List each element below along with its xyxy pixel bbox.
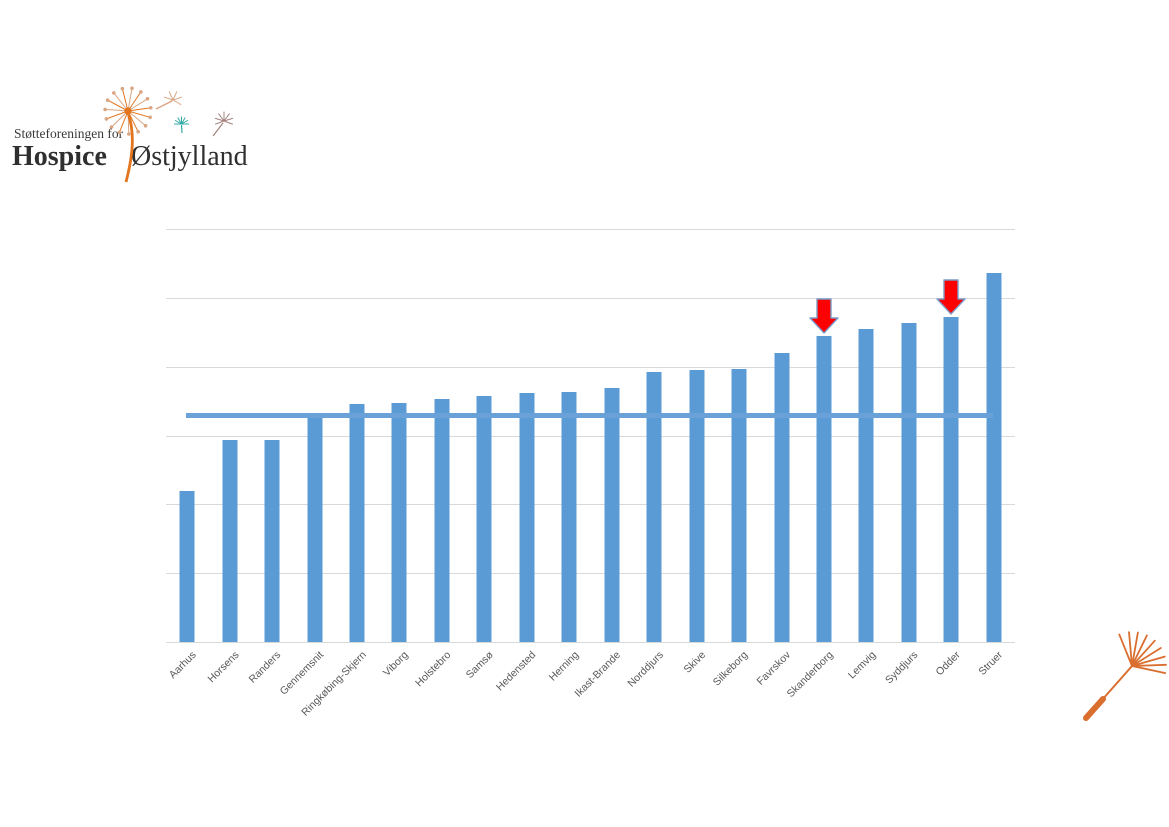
logo-name-ostjylland: Østjylland xyxy=(131,141,248,172)
bar-chart: Aarhus Horsens Randers Gennemsnit Ringkøbing… xyxy=(166,229,1015,719)
bar xyxy=(604,388,620,642)
logo-tagline: Støtteforeningen for xyxy=(14,126,124,141)
category-slot: Skanderborg xyxy=(785,229,845,700)
category-label: Skive xyxy=(681,649,709,676)
category-label: Hedensted xyxy=(493,649,539,694)
category-label: Herning xyxy=(546,649,581,684)
gridline xyxy=(166,504,1015,506)
category-label: Syddjurs xyxy=(883,649,921,687)
category-label: Struer xyxy=(976,649,1006,678)
bar xyxy=(222,439,238,642)
bar xyxy=(689,369,705,642)
category-slot: Skive xyxy=(675,229,717,676)
category-slot: Randers xyxy=(247,229,293,686)
category-slot: Ikast-Brande xyxy=(573,229,633,700)
category-slot: Aarhus xyxy=(166,229,208,681)
category-label: Odder xyxy=(933,649,963,679)
plot-area: Aarhus Horsens Randers Gennemsnit Ringkøbing… xyxy=(166,229,1015,719)
gridline xyxy=(166,366,1015,368)
category-slot: Norddjurs xyxy=(625,229,675,690)
gridline xyxy=(166,435,1015,437)
category-slot: Holstebro xyxy=(413,229,463,689)
category-label: Norddjurs xyxy=(625,649,666,690)
category-slot: Hedensted xyxy=(494,229,548,693)
category-label: Silkeborg xyxy=(711,649,751,689)
bar xyxy=(561,391,577,642)
bar xyxy=(307,412,323,642)
category-label: Viborg xyxy=(381,649,411,679)
category-slot: Lemvig xyxy=(845,229,887,681)
logo: Støtteforeningen for Hospice Østjylland xyxy=(0,75,300,195)
bar xyxy=(646,371,662,642)
category-slot: Horsens xyxy=(205,229,250,685)
bar xyxy=(391,402,407,642)
category-slot: Gennemsnit xyxy=(278,229,335,698)
category-slot: Odder xyxy=(930,229,972,678)
bar xyxy=(731,369,747,642)
bar xyxy=(349,403,365,642)
gridline xyxy=(166,573,1015,575)
gridline xyxy=(166,297,1015,299)
bar xyxy=(476,395,492,642)
category-label: Lemvig xyxy=(845,649,878,682)
gridline xyxy=(166,642,1015,643)
category-slot: Samsø xyxy=(463,229,505,681)
category-slot: Ringkøbing-Skjern xyxy=(299,229,378,719)
dandelion-seed-graphic xyxy=(1083,631,1167,721)
down-arrow-annotation xyxy=(936,279,967,316)
category-slot: Syddjurs xyxy=(883,229,930,686)
category-label: Holstebro xyxy=(413,649,454,690)
bar xyxy=(179,491,195,642)
average-line xyxy=(186,412,993,418)
bar xyxy=(943,317,959,642)
category-label: Randers xyxy=(247,649,284,686)
logo-name-hospice: Hospice xyxy=(12,141,107,172)
gridline xyxy=(166,229,1015,230)
bar xyxy=(816,335,832,642)
category-slot: Struer xyxy=(973,229,1015,678)
bar xyxy=(901,323,917,642)
bar xyxy=(774,352,790,642)
category-label: Samsø xyxy=(463,649,496,682)
category-slot: Favrskov xyxy=(754,229,802,688)
bar xyxy=(519,393,535,642)
bar xyxy=(434,399,450,642)
down-arrow-annotation xyxy=(809,298,839,334)
category-slot: Silkeborg xyxy=(711,229,760,688)
bar xyxy=(264,439,280,642)
category-label: Horsens xyxy=(205,649,242,686)
category-slot: Viborg xyxy=(378,229,420,679)
category-slot: Herning xyxy=(546,229,590,683)
category-label: Favrskov xyxy=(754,649,794,688)
bar xyxy=(986,273,1002,642)
category-label: Aarhus xyxy=(166,649,199,682)
bar xyxy=(858,328,874,642)
